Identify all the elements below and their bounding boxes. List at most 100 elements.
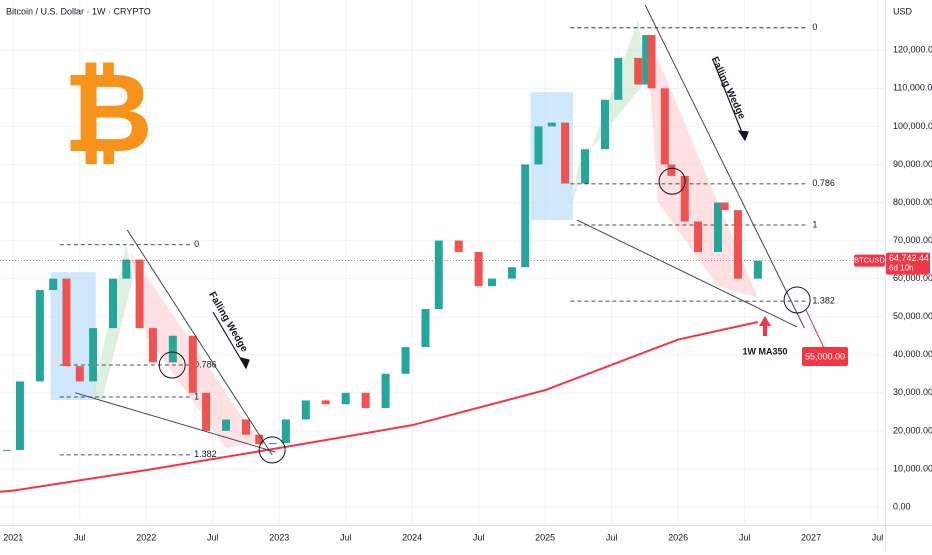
candle: [268, 443, 277, 445]
candle: [75, 366, 84, 382]
y-tick-label: 70,000.00: [893, 235, 932, 245]
y-tick-label: 30,000.00: [893, 387, 932, 397]
x-tick-label: Jul: [606, 532, 618, 542]
x-tick-label: 2024: [402, 532, 422, 542]
x-tick-label: Jul: [340, 532, 352, 542]
highlight-circle: [258, 436, 286, 464]
pattern-zone: [646, 31, 758, 298]
candle: [255, 434, 264, 445]
candle: [49, 278, 58, 291]
candle: [487, 278, 496, 287]
grid: [0, 0, 885, 525]
y-tick-label: 50,000.00: [893, 311, 932, 321]
candle: [534, 126, 543, 165]
arrow: [712, 59, 746, 141]
candle: [2, 449, 11, 451]
price-box: [886, 252, 930, 275]
candle: [680, 175, 689, 222]
candle: [89, 328, 98, 382]
y-tick-label: 80,000.00: [893, 197, 932, 207]
symbol-box: [854, 254, 885, 267]
candle: [454, 240, 463, 252]
wedge-line: [576, 219, 798, 328]
fib-label: 1.382: [194, 449, 217, 459]
logo: ₿: [63, 52, 153, 175]
fib-label: 0: [812, 22, 817, 32]
candle: [434, 240, 443, 310]
highlight-circle: [158, 351, 186, 379]
x-tick-label: 2023: [269, 532, 289, 542]
candle: [168, 335, 177, 363]
symbol-label: BTCUSD: [854, 256, 885, 265]
candle: [694, 221, 703, 252]
candle: [421, 309, 430, 348]
candle: [109, 278, 118, 329]
candle: [521, 164, 530, 268]
candle: [341, 392, 350, 405]
candle: [35, 290, 44, 382]
countdown: 6d 10h: [889, 264, 913, 273]
candle: [753, 260, 762, 279]
ma-arrow: [759, 316, 771, 336]
candle: [647, 35, 656, 89]
candle: [474, 251, 483, 287]
candle: [202, 392, 211, 431]
fib-label: 1: [812, 219, 817, 229]
candle: [600, 99, 609, 150]
chart-title: Bitcoin / U.S. Dollar · 1W · CRYPTO: [6, 6, 151, 16]
wedge-line: [126, 229, 273, 456]
y-tick-label: 90,000.00: [893, 159, 932, 169]
candle: [720, 202, 729, 211]
x-tick-label: Jul: [473, 532, 485, 542]
x-tick-label: Jul: [207, 532, 219, 542]
candle: [733, 210, 742, 279]
candle: [361, 392, 370, 409]
plot: 0 0.786 1 1.382 0 0.786 1 1.382: [0, 4, 885, 493]
candle: [241, 419, 250, 435]
candle: [634, 57, 643, 85]
y-tick-label: 110,000.00: [893, 83, 932, 93]
target-line: [805, 309, 825, 349]
x-tick-label: 2022: [136, 532, 156, 542]
arrows: [212, 59, 749, 370]
arrow-head: [737, 130, 749, 142]
fib-label: 1.382: [812, 295, 835, 305]
candle: [135, 259, 144, 329]
ma-line: [0, 321, 759, 493]
currency: USD: [893, 6, 913, 16]
candle: [15, 381, 24, 450]
y-tick-label: 20,000.00: [893, 425, 932, 435]
y-tick-label: 120,000.00: [893, 45, 932, 55]
y-tick-label: 100,000.00: [893, 121, 932, 131]
candle: [321, 400, 330, 405]
fib-label: 0.786: [194, 359, 217, 369]
candle: [561, 122, 570, 184]
x-tick-label: 2027: [801, 532, 821, 542]
wedge-line: [75, 392, 276, 453]
ma-label: 1W MA350: [742, 346, 787, 356]
arrow-head: [239, 357, 250, 370]
candle: [122, 259, 131, 279]
y-tick-label: 10,000.00: [893, 463, 932, 473]
candle: [547, 122, 556, 127]
y-tick-label: 40,000.00: [893, 349, 932, 359]
fib-label: 0.786: [812, 178, 835, 188]
x-tick-label: 2021: [3, 532, 23, 542]
arrow: [212, 311, 247, 369]
candle: [188, 335, 197, 393]
candle: [507, 267, 516, 279]
y-tick-label: 0.00: [893, 501, 911, 511]
candle: [713, 202, 722, 252]
x-tick-label: Jul: [872, 532, 884, 542]
candle: [642, 35, 651, 85]
candle: [281, 419, 290, 444]
candle: [222, 419, 231, 431]
highlight-circle: [783, 286, 811, 314]
range-box: [50, 272, 96, 401]
x-tick-label: Jul: [74, 532, 86, 542]
candle: [581, 149, 590, 184]
candle: [401, 347, 410, 374]
highlight-circle: [658, 167, 686, 195]
